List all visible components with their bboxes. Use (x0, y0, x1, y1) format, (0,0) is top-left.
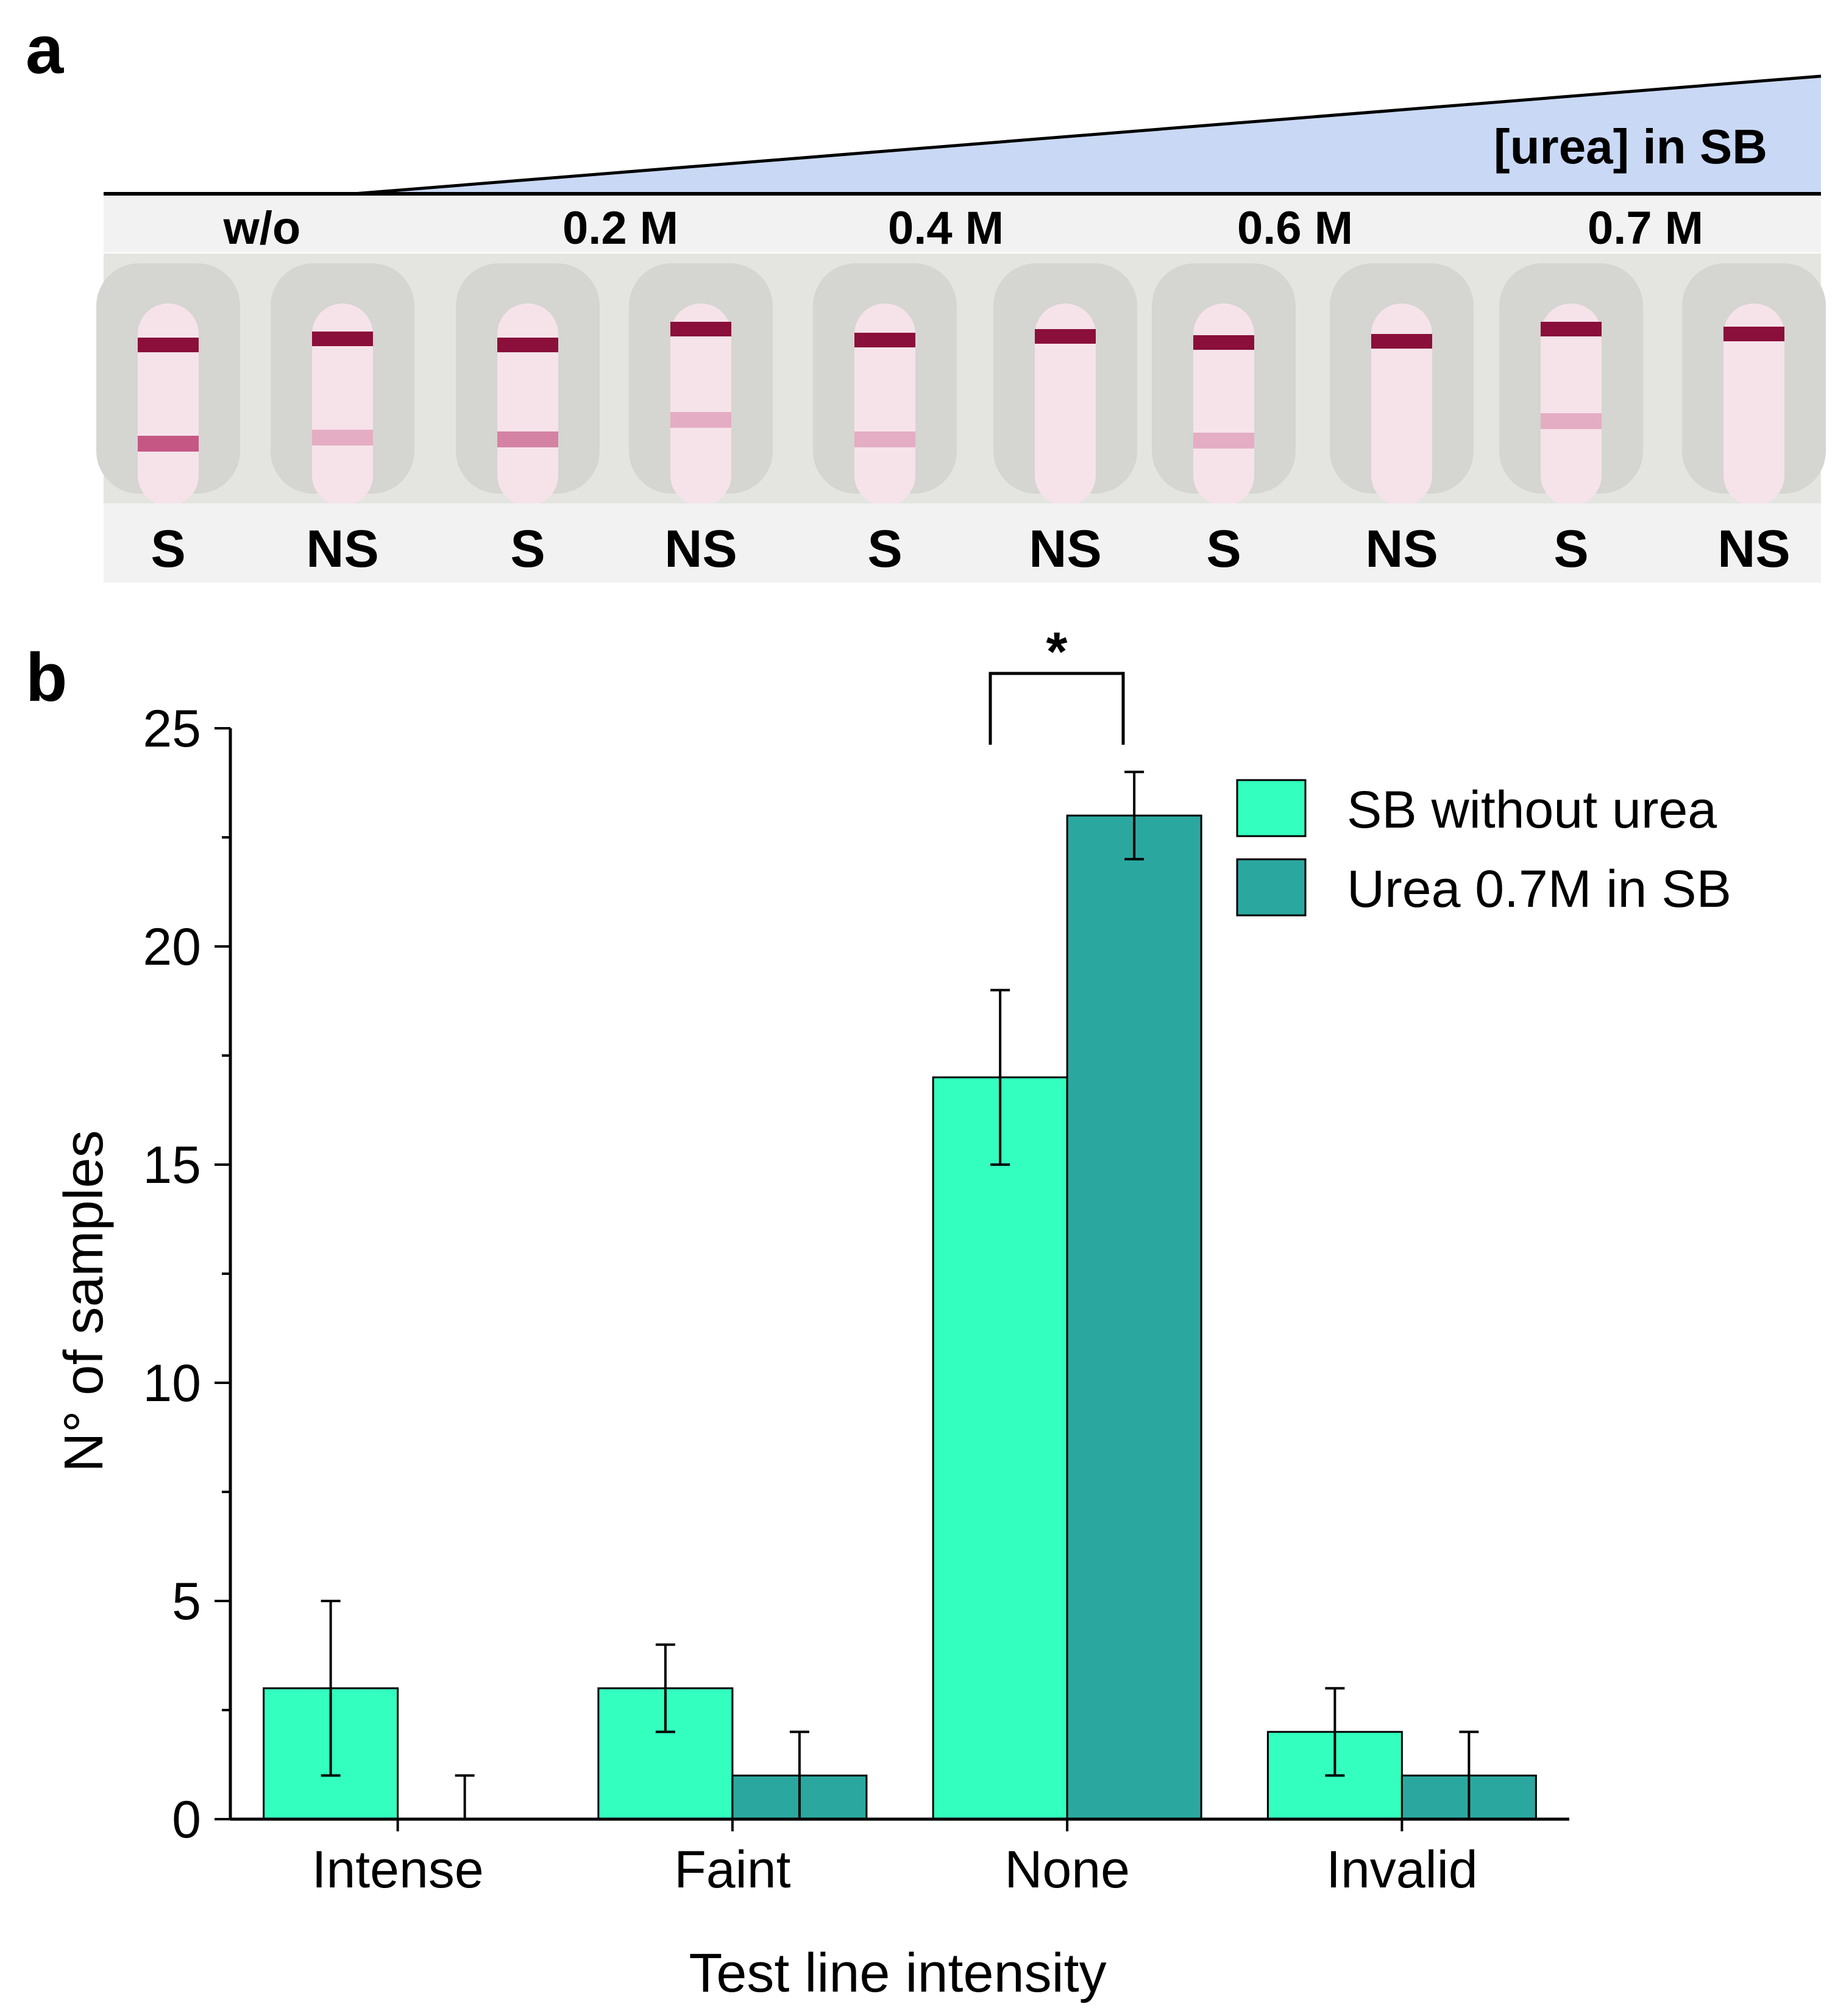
bar-chart: Intense Faint None Invalid 0 5 10 15 20 25 (143, 700, 1569, 1899)
test-line (138, 436, 199, 452)
control-line (312, 332, 373, 346)
significance-mark: * (1046, 622, 1067, 683)
concentration-label: 0.2 M (563, 202, 678, 254)
lateral-flow-strips (96, 263, 1826, 506)
strip-membrane (138, 303, 199, 506)
x-tick-label: Intense (312, 1840, 484, 1899)
concentration-label: 0.4 M (888, 202, 1004, 254)
control-line (138, 338, 199, 352)
strip (629, 263, 773, 506)
concentration-header (104, 196, 1821, 252)
strip-label: NS (306, 520, 378, 578)
control-line (497, 338, 558, 352)
significance-bracket (988, 672, 1125, 745)
y-tick-label: 15 (143, 1136, 201, 1194)
strip-label: NS (1029, 520, 1101, 578)
y-tick-label: 10 (143, 1354, 201, 1413)
y-tick-label: 20 (143, 918, 201, 976)
concentration-labels: w/o 0.2 M 0.4 M 0.6 M 0.7 M (223, 202, 1703, 254)
strip (813, 263, 957, 506)
strip (1152, 263, 1296, 506)
test-line (670, 412, 731, 428)
strip-labels: S NS S NS S NS S NS S NS (151, 520, 1790, 578)
control-line (854, 333, 915, 347)
test-line (854, 431, 915, 447)
strip-membrane (1035, 303, 1096, 506)
y-tick-label: 0 (172, 1791, 201, 1849)
concentration-label: 0.7 M (1588, 202, 1703, 254)
strip-membrane (1723, 303, 1784, 506)
test-line (312, 430, 373, 445)
strip (1330, 263, 1474, 506)
strip-label: NS (664, 520, 737, 578)
control-line (1193, 335, 1254, 350)
control-line (1723, 327, 1784, 341)
gradient-slope (353, 74, 1822, 196)
strip (1499, 263, 1643, 506)
bar (932, 1076, 1068, 1820)
strip-label: S (867, 520, 902, 578)
control-line (1541, 322, 1602, 336)
strip-label-band (104, 503, 1821, 583)
strip-membrane (1193, 303, 1254, 506)
panel-a-label: a (26, 12, 64, 88)
strip-label: NS (1717, 520, 1790, 578)
control-line (1371, 334, 1432, 349)
legend: SB without urea Urea 0.7M in SB (1236, 779, 1731, 918)
strip-membrane (1541, 303, 1602, 506)
test-line (1193, 433, 1254, 449)
strip (456, 263, 600, 506)
strip (96, 263, 240, 506)
x-tick-label: Invalid (1326, 1840, 1478, 1899)
strip-label: S (151, 520, 185, 578)
test-line (497, 431, 558, 447)
y-axis-label: N° of samples (54, 1130, 115, 1472)
test-line (1541, 413, 1602, 429)
strip-membrane (854, 303, 915, 506)
x-tick-label: Faint (674, 1840, 790, 1899)
control-line (1035, 329, 1096, 344)
strip (1682, 263, 1826, 506)
x-axis-label: Test line intensity (689, 1943, 1106, 2004)
x-tick-label: None (1004, 1840, 1130, 1899)
legend-label-urea-0-7m: Urea 0.7M in SB (1347, 860, 1731, 918)
strip-membrane (312, 303, 373, 506)
strip-label: S (1553, 520, 1588, 578)
strip (271, 263, 414, 506)
legend-swatch-urea-0-7m (1236, 858, 1307, 917)
bar (1066, 814, 1202, 1820)
concentration-label: w/o (223, 202, 301, 254)
strip-membrane (670, 303, 731, 506)
strip-membrane (497, 303, 558, 506)
control-line (670, 322, 731, 336)
legend-swatch-sb-without-urea (1236, 779, 1307, 837)
y-tick-label: 5 (172, 1572, 201, 1631)
panel-b-label: b (26, 639, 67, 715)
strip-membrane (1371, 303, 1432, 506)
strip-label: S (1206, 520, 1241, 578)
concentration-label: 0.6 M (1237, 202, 1353, 254)
y-tick-label: 25 (143, 700, 201, 758)
gradient-label: [urea] in SB (1494, 119, 1767, 174)
legend-label-sb-without-urea: SB without urea (1347, 781, 1717, 839)
strip-label: NS (1365, 520, 1438, 578)
strip (993, 263, 1137, 506)
strip-label: S (510, 520, 545, 578)
